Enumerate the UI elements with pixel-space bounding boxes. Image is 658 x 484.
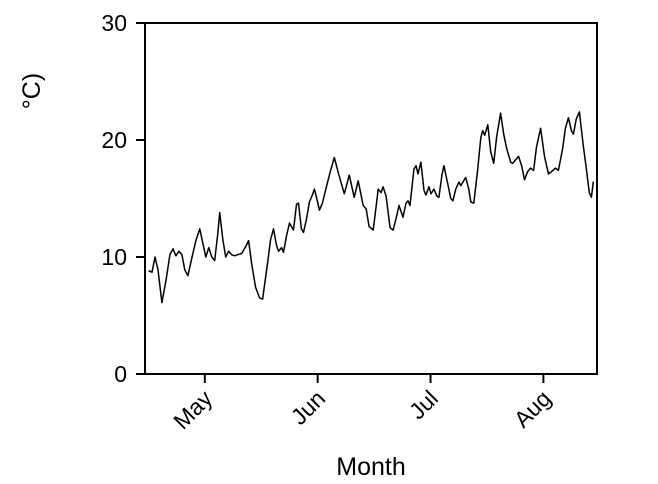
temperature-series-line	[148, 111, 595, 304]
x-axis-label: Month	[336, 453, 405, 481]
plot-border	[144, 22, 598, 375]
y-axis-ticks: 0 10 20 30	[101, 10, 145, 387]
y-tick-label-1: 10	[101, 244, 127, 270]
y-axis-label: °C)	[18, 73, 46, 109]
y-tick-label-2: 20	[101, 127, 127, 153]
y-tick-label-0: 0	[114, 361, 127, 387]
y-tick-label-3: 30	[101, 10, 127, 36]
